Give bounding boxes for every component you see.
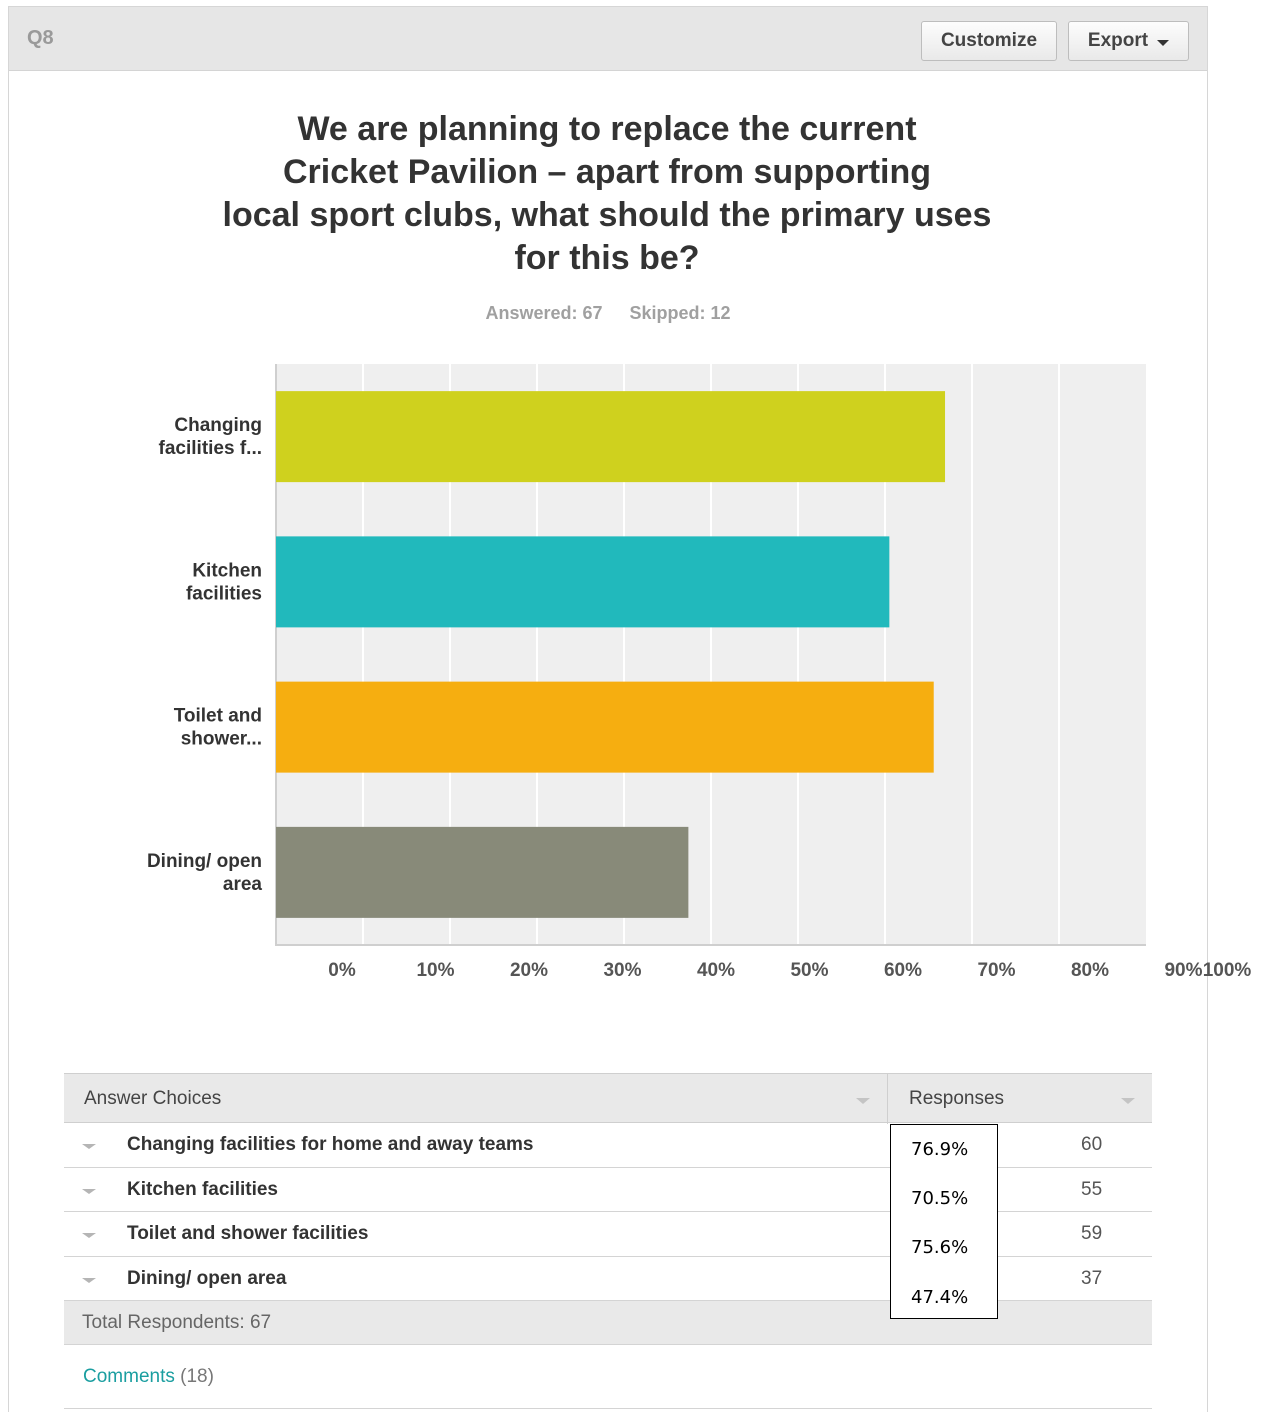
total-respondents: Total Respondents: 67 — [82, 1312, 271, 1334]
row-count: 37 — [1081, 1268, 1102, 1290]
column-divider — [887, 1074, 888, 1124]
x-tick-label: 40% — [697, 960, 735, 981]
sort-icon[interactable] — [1121, 1098, 1135, 1104]
category-label: shower... — [181, 729, 262, 750]
bar — [276, 682, 934, 773]
row-count: 59 — [1081, 1223, 1102, 1245]
expand-arrow-icon[interactable] — [82, 1189, 96, 1194]
x-tick-label: 100% — [1203, 960, 1252, 981]
row-label: Kitchen facilities — [127, 1179, 278, 1201]
x-tick-label: 80% — [1071, 960, 1109, 981]
x-tick-label: 10% — [416, 960, 454, 981]
expand-arrow-icon[interactable] — [82, 1278, 96, 1283]
x-tick-label: 30% — [603, 960, 641, 981]
percent-overlay-box: 76.9% 70.5% 75.6% 47.4% — [890, 1124, 998, 1319]
row-label: Changing facilities for home and away te… — [127, 1134, 534, 1156]
row-count: 55 — [1081, 1179, 1102, 1201]
x-tick-label: 50% — [790, 960, 828, 981]
x-tick-label: 60% — [884, 960, 922, 981]
bar — [276, 827, 688, 918]
column-header-responses[interactable]: Responses — [909, 1088, 1004, 1110]
category-label: Toilet and — [174, 706, 262, 727]
category-label: facilities f... — [159, 438, 262, 459]
comments-label[interactable]: Comments — [83, 1366, 175, 1387]
row-label: Dining/ open area — [127, 1268, 286, 1290]
category-label: Kitchen — [192, 560, 262, 581]
bar — [276, 391, 945, 482]
row-label: Toilet and shower facilities — [127, 1223, 368, 1245]
expand-arrow-icon[interactable] — [82, 1233, 96, 1238]
x-tick-label: 90% — [1164, 960, 1202, 981]
row-percent: 75.6% — [911, 1237, 968, 1258]
x-tick-label: 0% — [328, 960, 356, 981]
category-label: Changing — [174, 415, 262, 436]
category-label: facilities — [186, 583, 262, 604]
expand-arrow-icon[interactable] — [82, 1144, 96, 1149]
row-percent: 76.9% — [911, 1139, 968, 1160]
table-header-row: Answer Choices Responses — [64, 1073, 1152, 1123]
sort-icon[interactable] — [856, 1098, 870, 1104]
row-percent: 47.4% — [911, 1287, 968, 1308]
x-tick-label: 20% — [510, 960, 548, 981]
comments-count: (18) — [180, 1366, 214, 1387]
category-label: area — [223, 874, 263, 895]
x-tick-label: 70% — [977, 960, 1015, 981]
row-percent: 70.5% — [911, 1188, 968, 1209]
divider — [64, 1408, 1152, 1409]
bar — [276, 536, 889, 627]
column-header-answer-choices[interactable]: Answer Choices — [84, 1088, 221, 1110]
category-label: Dining/ open — [147, 851, 262, 872]
comments-link[interactable]: Comments (18) — [83, 1366, 214, 1388]
row-count: 60 — [1081, 1134, 1102, 1156]
